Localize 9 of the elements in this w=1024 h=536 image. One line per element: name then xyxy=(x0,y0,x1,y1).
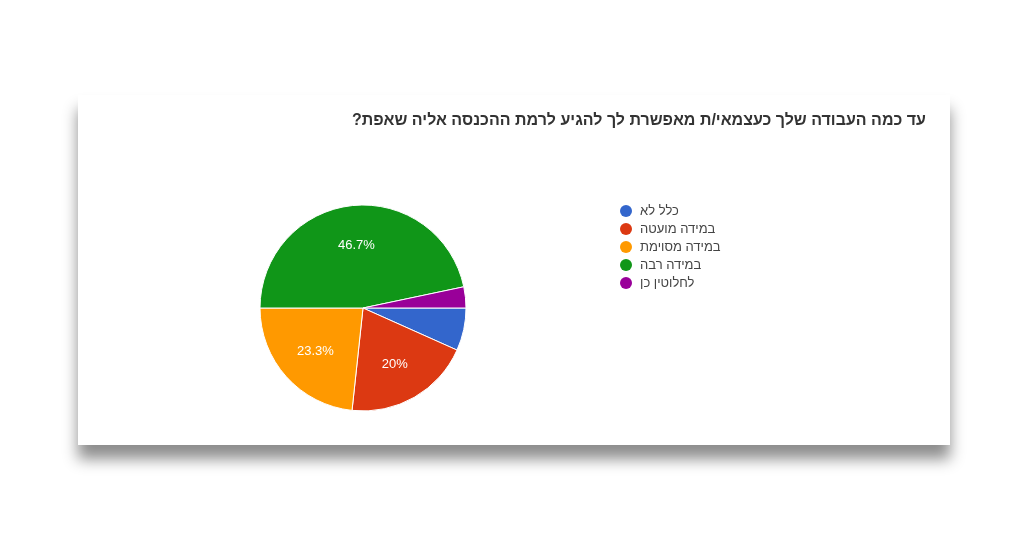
chart-title: עד כמה העבודה שלך כעצמאי/ת מאפשרת לך להגיע לרמת ההכנסה אליה שאפת? xyxy=(351,111,926,129)
legend-label: לחלוטין כן xyxy=(640,275,695,290)
legend-label: במידה רבה xyxy=(640,257,702,272)
data-label: 23.3% xyxy=(297,343,335,359)
data-label: 46.7% xyxy=(337,236,376,252)
data-label: 20% xyxy=(381,355,409,371)
legend-label: במידה מסוימת xyxy=(640,239,721,254)
legend-label: כלל לא xyxy=(640,203,679,218)
legend-label: במידה מועטה xyxy=(640,221,716,236)
